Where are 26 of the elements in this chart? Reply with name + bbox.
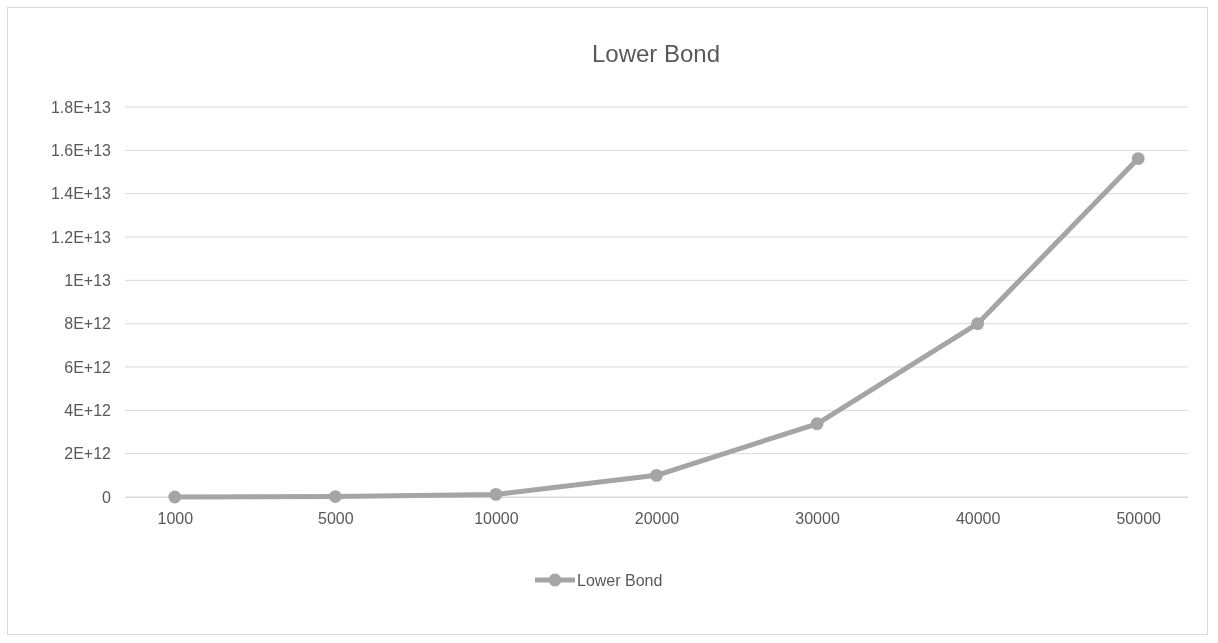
point [168,490,182,504]
x-tick-label: 1000 [157,510,194,528]
x-tick-label: 30000 [795,510,840,528]
y-tick-label: 4E+12 [64,401,112,419]
point [1131,152,1145,165]
y-tick-label: 1E+13 [64,271,112,289]
legend-label: Lower Bond [577,572,663,589]
x-tick-label: 50000 [1116,510,1162,528]
y-tick-label: 8E+12 [64,315,112,333]
point [489,487,503,501]
y-tick-label: 2E+12 [64,445,112,463]
point [650,468,663,482]
x-tick-label: 40000 [955,510,1001,528]
point [810,417,824,431]
point [971,317,985,331]
point [328,490,342,503]
x-tick-label: 10000 [474,510,519,528]
y-tick-label: 1.8E+13 [50,98,112,116]
y-tick-label: 0 [102,488,112,506]
y-tick-label: 1.6E+13 [50,141,112,159]
y-tick-label: 1.2E+13 [50,228,112,246]
y-tick-label: 6E+12 [64,358,112,376]
x-tick-label: 5000 [318,510,354,528]
x-tick-label: 20000 [634,510,680,528]
y-tick-label: 1.4E+13 [50,185,112,203]
chart-title: Lower Bond [591,40,721,67]
